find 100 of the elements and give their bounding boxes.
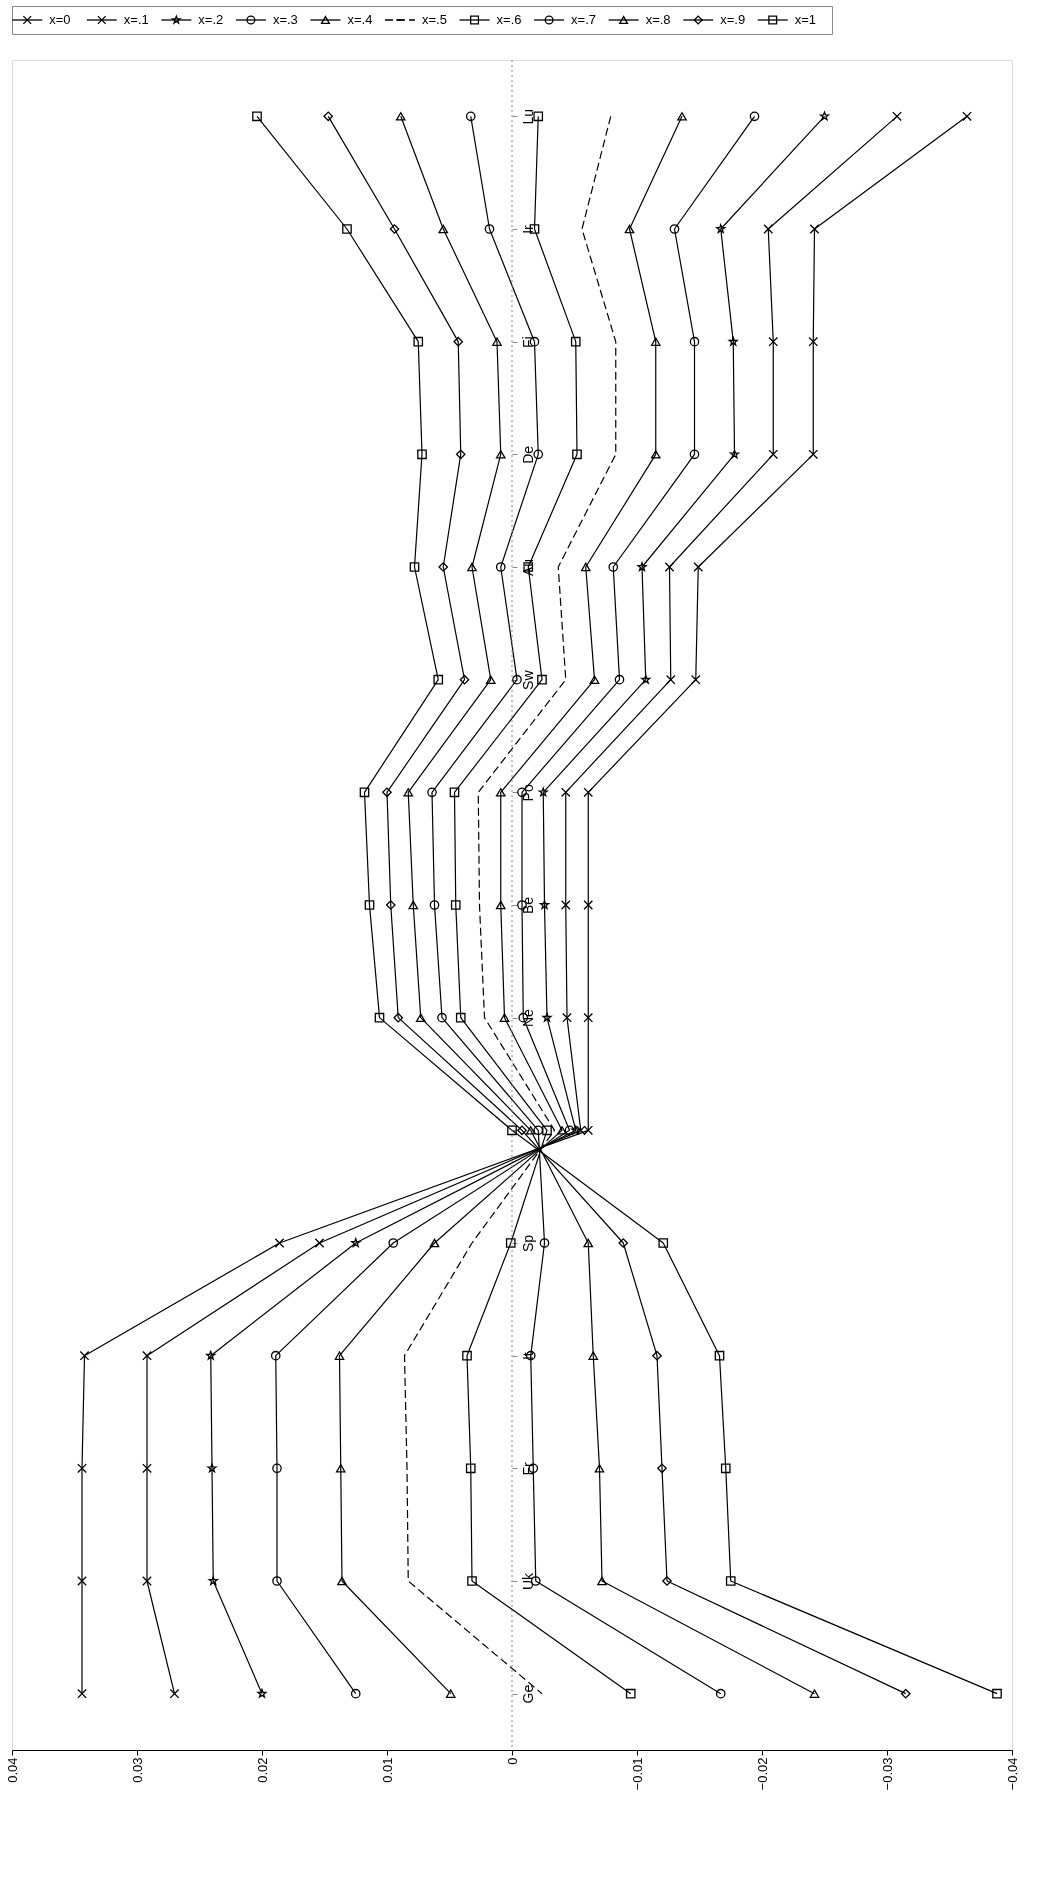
- point: [962, 111, 972, 122]
- point: [512, 674, 522, 685]
- point: [335, 1464, 346, 1473]
- point: [650, 450, 661, 459]
- point: [900, 1688, 911, 1699]
- legend-label: x=.1: [123, 12, 149, 27]
- point: [272, 1576, 282, 1586]
- point: [429, 900, 440, 910]
- point: [809, 1689, 820, 1698]
- point: [560, 787, 571, 798]
- point: [690, 674, 701, 685]
- point: [716, 224, 726, 234]
- point: [323, 111, 334, 122]
- point: [455, 449, 466, 460]
- point: [142, 1350, 152, 1361]
- x-tick-label: 0: [504, 1757, 520, 1765]
- legend-label: x=.5: [422, 12, 447, 27]
- point: [465, 1463, 476, 1474]
- y-tick-label: Uk: [519, 1571, 536, 1591]
- point: [485, 675, 496, 684]
- point: [429, 1238, 440, 1248]
- point: [359, 787, 370, 798]
- point: [409, 562, 420, 572]
- point: [272, 1463, 282, 1474]
- point: [208, 1576, 218, 1586]
- point: [507, 1125, 517, 1136]
- point: [580, 562, 591, 572]
- point: [768, 449, 779, 460]
- point: [484, 224, 495, 234]
- point: [689, 449, 700, 460]
- point: [525, 1126, 536, 1135]
- point: [641, 674, 651, 684]
- y-tick-label: Ge: [519, 1684, 536, 1704]
- y-tick-label: Ir: [519, 224, 536, 234]
- point: [495, 450, 506, 459]
- point: [467, 562, 477, 572]
- point: [714, 1350, 725, 1361]
- point: [728, 336, 738, 346]
- point: [351, 1238, 361, 1248]
- point: [417, 449, 427, 460]
- point: [624, 224, 635, 234]
- point: [142, 1576, 152, 1586]
- point: [382, 787, 392, 798]
- point: [433, 674, 444, 685]
- point: [583, 900, 594, 910]
- point: [819, 111, 830, 121]
- point: [274, 1238, 285, 1248]
- point: [763, 224, 774, 234]
- point: [462, 1350, 472, 1361]
- point: [808, 449, 819, 460]
- point: [252, 111, 262, 122]
- point: [542, 1125, 552, 1136]
- point: [537, 674, 547, 685]
- point: [588, 1351, 599, 1360]
- point: [465, 111, 476, 122]
- point: [438, 562, 449, 572]
- point: [427, 787, 437, 798]
- point: [437, 1012, 447, 1023]
- point: [583, 1012, 594, 1023]
- point: [658, 1238, 669, 1248]
- point: [657, 1463, 667, 1474]
- x-tick-label: −0.02: [754, 1757, 770, 1791]
- point: [207, 1463, 217, 1473]
- point: [342, 224, 352, 234]
- point: [169, 1688, 180, 1699]
- point: [652, 1350, 662, 1361]
- point: [388, 1238, 399, 1248]
- y-tick-label: Lu: [519, 109, 536, 125]
- y-tick-label: Fi: [519, 336, 536, 348]
- y-tick-label: Sw: [519, 669, 536, 690]
- point: [720, 1463, 731, 1474]
- point: [337, 1576, 347, 1586]
- point: [374, 1012, 385, 1023]
- point: [583, 787, 594, 798]
- point: [455, 1012, 466, 1023]
- point: [495, 562, 506, 572]
- y-tick-label: It: [519, 1352, 536, 1361]
- point: [395, 112, 406, 121]
- point: [533, 111, 544, 122]
- point: [533, 1125, 544, 1136]
- point: [538, 787, 548, 797]
- point: [594, 1464, 605, 1473]
- x-tick-label: 0.04: [4, 1757, 20, 1783]
- point: [729, 449, 740, 459]
- x-tick-label: 0.01: [379, 1757, 395, 1783]
- point: [142, 1463, 152, 1474]
- point: [809, 224, 820, 234]
- point: [77, 1688, 87, 1699]
- point: [664, 562, 675, 572]
- point: [768, 336, 779, 347]
- x-tick-label: −0.04: [1004, 1757, 1020, 1791]
- point: [749, 111, 760, 122]
- point: [533, 449, 544, 460]
- point: [637, 562, 647, 572]
- legend-label: x=.7: [571, 12, 597, 27]
- point: [77, 1576, 87, 1586]
- legend-label: x=.8: [645, 12, 671, 27]
- point: [992, 1688, 1002, 1699]
- point: [334, 1351, 345, 1360]
- point: [206, 1350, 216, 1360]
